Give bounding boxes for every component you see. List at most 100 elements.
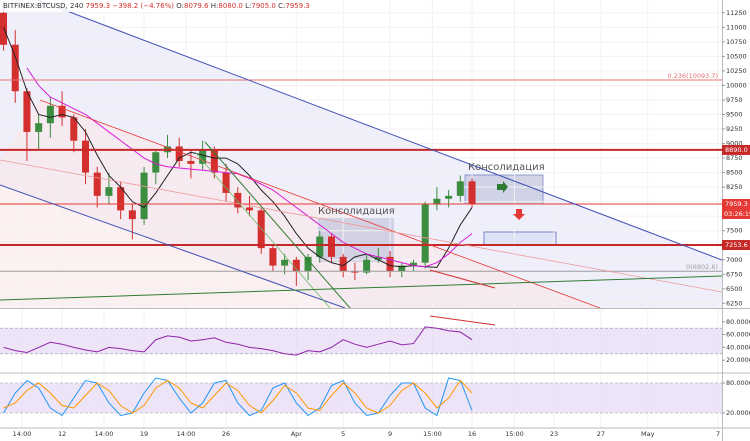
candle-body — [445, 195, 453, 199]
y-tick-label: 7000 — [726, 256, 743, 264]
ohlc-key: H: — [211, 2, 219, 10]
line-label: 0(6802.6) — [686, 263, 718, 271]
candle-body — [339, 256, 347, 272]
ohlc-value: 8080.0 — [218, 2, 243, 10]
ohlc-value: 7905.0 — [251, 2, 276, 10]
x-tick-label: 23 — [550, 430, 558, 438]
trend-line — [194, 151, 331, 308]
candle-body — [46, 105, 54, 124]
candle-body — [269, 248, 277, 266]
x-tick-label: 14:00 — [177, 430, 196, 438]
panel — [0, 326, 722, 356]
ohlc-value: 7959.3 — [285, 2, 310, 10]
candle-body — [152, 152, 160, 173]
y-tick-label: 9250 — [726, 125, 743, 133]
y-tick-label: 80.0000 — [726, 379, 750, 387]
y-tick-label: 8750 — [726, 154, 743, 162]
candle-body — [11, 44, 19, 92]
arrow-down — [513, 209, 525, 220]
annotation: Консолидация — [468, 162, 545, 173]
trend-line — [39, 99, 601, 308]
candle-body — [456, 181, 464, 196]
y-tick-label: 20.0000 — [726, 409, 750, 417]
candle-body — [210, 149, 218, 173]
moving-average — [3, 27, 473, 268]
y-tick-label: 7500 — [726, 227, 743, 235]
y-tick-label: 9000 — [726, 140, 743, 148]
candle-body — [374, 256, 382, 260]
price-tag-label: 7253.6 — [725, 241, 748, 249]
y-tick-label: 10750 — [726, 38, 747, 46]
candle-body — [421, 204, 429, 263]
panel — [0, 1, 722, 304]
x-tick-label: 12 — [58, 430, 66, 438]
candle-body — [316, 236, 324, 257]
countdown-tag — [722, 209, 750, 220]
candle-body — [398, 265, 406, 272]
ohlc-value: 8079.6 — [184, 2, 209, 10]
x-tick-label: 27 — [597, 430, 605, 438]
ohlc-key: O: — [176, 2, 184, 10]
candle-body — [363, 259, 371, 273]
y-tick-label: 6500 — [726, 285, 743, 293]
price-tag — [722, 240, 750, 251]
candle-body — [351, 271, 359, 273]
candle-body — [93, 172, 101, 196]
candle-body — [409, 262, 417, 266]
price-tag — [722, 199, 750, 210]
y-tick-label: 11250 — [726, 9, 747, 17]
y-tick-label: 9750 — [726, 96, 743, 104]
x-tick-label: 15:00 — [505, 430, 524, 438]
candle-body — [327, 236, 335, 257]
candle-body — [81, 140, 90, 173]
y-tick-label: 8500 — [726, 169, 743, 177]
x-tick-label: 15:00 — [423, 430, 442, 438]
candle-body — [35, 123, 43, 132]
box — [483, 231, 557, 246]
y-tick-label: 20.0000 — [726, 356, 750, 364]
y-tick-label: 6750 — [726, 270, 743, 278]
x-tick-label: 26 — [222, 430, 230, 438]
countdown: 03:26:19 — [724, 210, 750, 218]
y-tick-label: 40.0000 — [726, 343, 750, 351]
y-tick-label: 9500 — [726, 110, 743, 118]
moving-average — [26, 67, 473, 268]
candle-body — [468, 181, 476, 205]
candle-body — [222, 172, 230, 193]
candle-body — [234, 192, 242, 208]
x-tick-label: 7 — [716, 430, 720, 438]
x-tick-label: 14:00 — [13, 430, 32, 438]
candle-body — [245, 207, 254, 211]
indicator-line — [3, 326, 473, 356]
arrow-right — [497, 181, 508, 193]
y-tick-label: 80.0000 — [726, 318, 750, 326]
candle-body — [386, 256, 394, 272]
candle-body — [140, 172, 148, 220]
candle-body — [281, 259, 289, 266]
price-tag-label: 7959.3 — [725, 200, 748, 208]
trend-line — [37, 0, 722, 261]
header-bg — [0, 0, 300, 12]
y-tick-label: 11000 — [726, 23, 747, 31]
line-label: 0.236(10093.7) — [667, 72, 718, 80]
y-tick-label: 10250 — [726, 67, 747, 75]
candle-body — [23, 91, 31, 132]
candle-body — [257, 210, 265, 249]
header: BITFINEX:BTCUSD, 240 7959.3 −398.2 (−4.7… — [3, 2, 310, 10]
band — [0, 328, 722, 354]
y-tick-label: 6250 — [726, 299, 743, 307]
y-tick-label: 10000 — [726, 81, 747, 89]
y-tick-label: 10500 — [726, 52, 747, 60]
trend-line — [0, 184, 346, 308]
x-tick-label: 5 — [341, 430, 345, 438]
candle-body — [117, 187, 125, 211]
x-tick-label: Apr — [291, 430, 303, 438]
candle-body — [105, 187, 113, 196]
candle-body — [58, 105, 66, 118]
indicator-line — [3, 377, 473, 417]
candle-body — [304, 256, 312, 272]
indicator-line — [3, 379, 473, 414]
x-tick-label: May — [641, 430, 655, 438]
